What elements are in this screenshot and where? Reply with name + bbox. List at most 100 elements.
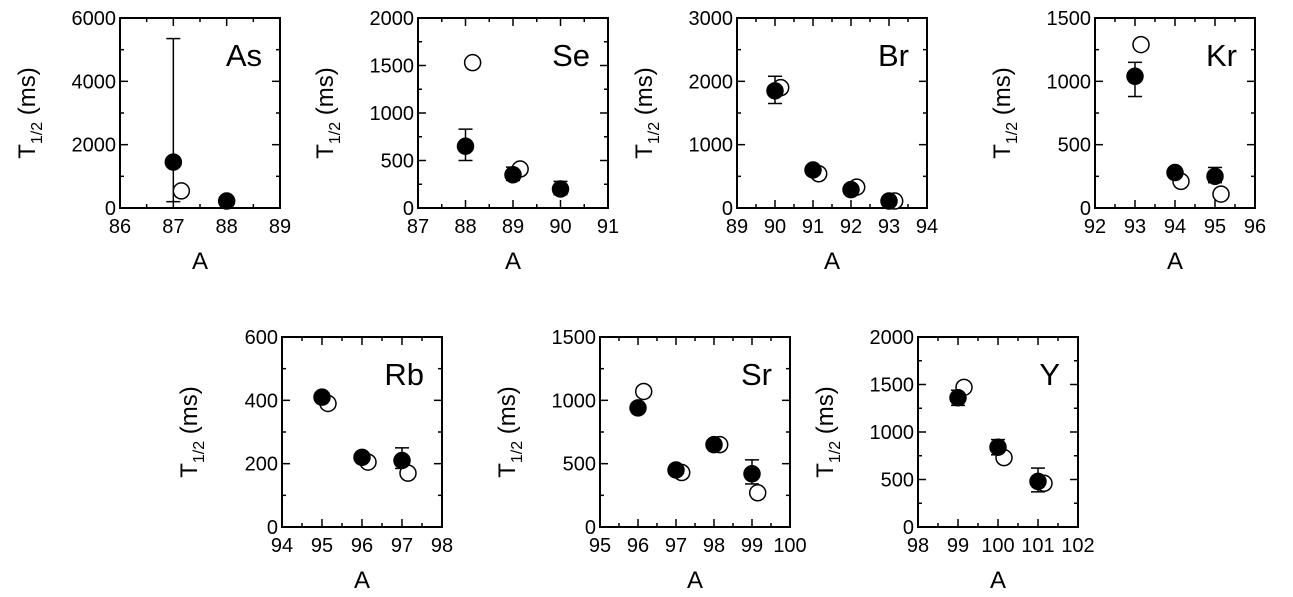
data-point-filled [504, 166, 522, 184]
y-tick-label: 1500 [370, 56, 415, 78]
data-point-filled [313, 388, 331, 406]
data-point-filled [1206, 167, 1224, 186]
panel-title: Se [552, 38, 590, 73]
data-point-filled [766, 82, 784, 100]
x-tick-label: 90 [764, 216, 786, 238]
x-axis-label: A [824, 248, 840, 275]
x-tick-label: 94 [1164, 216, 1186, 238]
x-tick-label: 94 [271, 535, 293, 557]
data-point-filled [1166, 163, 1184, 182]
y-tick-label: 0 [105, 198, 116, 220]
data-point-filled [164, 153, 183, 171]
y-tick-label: 3000 [689, 8, 734, 30]
y-tick-label: 0 [403, 198, 414, 220]
x-tick-label: 90 [549, 216, 571, 238]
y-tick-label: 200 [245, 454, 278, 476]
x-tick-label: 87 [407, 216, 429, 238]
chart-panel: 92 93 94 95 96 0 500 1000 1500 A T1/2 (ms) Kr [989, 8, 1266, 275]
data-point-filled [667, 461, 685, 479]
x-tick-label: 86 [109, 216, 131, 238]
data-point-filled [1029, 472, 1047, 491]
y-tick-label: 1000 [870, 422, 915, 444]
x-tick-label: 95 [311, 535, 333, 557]
x-tick-label: 102 [1061, 535, 1094, 557]
data-point-filled [705, 435, 723, 454]
x-tick-label: 98 [703, 535, 725, 557]
data-point-filled [393, 451, 411, 470]
x-tick-label: 87 [162, 216, 184, 238]
y-tick-label: 6000 [72, 8, 117, 30]
chart-panel: 89 90 91 92 93 94 0 1000 2000 3000 A T1/2 (ms) Br [631, 8, 938, 275]
y-tick-label: 0 [1080, 198, 1091, 220]
x-axis-label: A [354, 567, 370, 594]
data-point-filled [217, 192, 236, 210]
x-axis-label: A [1167, 248, 1183, 275]
y-tick-label: 500 [881, 470, 914, 492]
x-tick-label: 89 [502, 216, 524, 238]
data-point-filled [456, 137, 475, 155]
x-tick-label: 92 [840, 216, 862, 238]
x-tick-label: 97 [391, 535, 413, 557]
data-point-open [172, 182, 191, 200]
y-axis-label: T1/2 (ms) [989, 67, 1021, 159]
data-point-open [748, 484, 767, 502]
x-tick-label: 99 [947, 535, 969, 557]
x-tick-label: 92 [1084, 216, 1106, 238]
y-tick-label: 4000 [72, 71, 117, 93]
data-point-filled [551, 180, 570, 198]
chart-panel: 86 87 88 89 0 2000 4000 6000 A T1/2 (ms) As [14, 8, 291, 275]
x-tick-label: 93 [878, 216, 900, 238]
x-tick-label: 96 [1244, 216, 1266, 238]
y-tick-label: 1000 [689, 135, 734, 157]
x-tick-label: 95 [1204, 216, 1226, 238]
panel-title: Sr [741, 357, 772, 392]
y-tick-label: 1500 [1047, 8, 1092, 30]
data-point-open [1132, 35, 1150, 54]
data-point-open [463, 53, 482, 72]
data-point-filled [353, 448, 371, 467]
data-point-filled [804, 161, 822, 179]
x-tick-label: 96 [351, 535, 373, 557]
data-point-filled [743, 465, 761, 483]
y-tick-label: 1000 [552, 390, 597, 412]
y-tick-label: 0 [722, 198, 733, 220]
x-tick-label: 98 [431, 535, 453, 557]
x-tick-label: 93 [1124, 216, 1146, 238]
x-tick-label: 99 [741, 535, 763, 557]
y-tick-label: 500 [1058, 135, 1091, 157]
x-tick-label: 89 [726, 216, 748, 238]
y-tick-label: 2000 [370, 8, 415, 30]
y-tick-label: 0 [903, 517, 914, 539]
x-axis-label: A [505, 248, 521, 275]
y-tick-label: 1000 [1047, 71, 1092, 93]
panel-title: Br [878, 38, 909, 73]
chart-panel: 98 99 100 101 102 0 500 1000 1500 2000 A T1/2 (ms) Y [812, 327, 1095, 594]
x-tick-label: 97 [665, 535, 687, 557]
y-tick-label: 1500 [870, 375, 915, 397]
y-axis-label: T1/2 (ms) [312, 67, 344, 159]
y-axis-label: T1/2 (ms) [176, 386, 208, 478]
data-point-open [634, 382, 653, 401]
panel-title: Y [1039, 357, 1060, 392]
data-point-filled [629, 399, 647, 417]
x-tick-label: 91 [802, 216, 824, 238]
y-tick-label: 600 [245, 327, 278, 349]
y-tick-label: 0 [585, 517, 596, 539]
chart-panel: 87 88 89 90 91 0 500 1000 1500 2000 A T1/2 (ms) Se [312, 8, 619, 275]
x-axis-label: A [990, 567, 1006, 594]
y-tick-label: 400 [245, 390, 278, 412]
x-axis-label: A [687, 567, 703, 594]
x-tick-label: 88 [454, 216, 476, 238]
data-point-open [1212, 185, 1230, 203]
x-tick-label: 95 [589, 535, 611, 557]
x-tick-label: 100 [773, 535, 806, 557]
y-tick-label: 2000 [72, 135, 117, 157]
x-tick-label: 94 [916, 216, 938, 238]
x-tick-label: 101 [1021, 535, 1054, 557]
y-tick-label: 500 [381, 151, 414, 173]
x-axis-label: A [192, 248, 208, 275]
y-tick-label: 1500 [552, 327, 597, 349]
chart-panel: 94 95 96 97 98 0 200 400 600 A T1/2 (ms) Rb [176, 327, 453, 594]
